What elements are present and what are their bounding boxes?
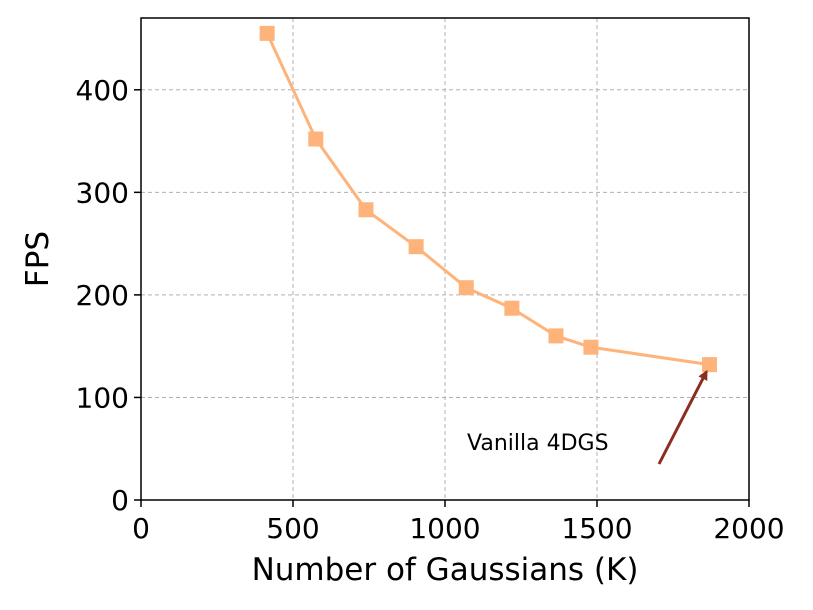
data-point <box>259 25 275 41</box>
y-tick-label: 300 <box>76 176 129 209</box>
x-tick-label: 1000 <box>409 512 480 545</box>
x-tick-label: 0 <box>132 512 150 545</box>
data-point <box>583 339 599 355</box>
annotation-label: Vanilla 4DGS <box>467 431 609 456</box>
x-tick-label: 500 <box>266 512 319 545</box>
y-tick-label: 400 <box>76 74 129 107</box>
data-point <box>504 300 520 316</box>
data-point <box>358 202 374 218</box>
x-tick-label: 1500 <box>561 512 632 545</box>
y-axis-label: FPS <box>20 231 56 287</box>
annotation: Vanilla 4DGS <box>467 369 708 465</box>
data-point <box>701 357 717 373</box>
data-point <box>408 239 424 255</box>
series-line <box>265 32 710 367</box>
grid <box>141 18 749 500</box>
x-tick-label: 2000 <box>713 512 784 545</box>
data-point <box>458 280 474 296</box>
y-tick-label: 200 <box>76 279 129 312</box>
plot-frame <box>140 17 750 501</box>
x-axis-label: Number of Gaussians (K) <box>252 552 639 588</box>
data-point <box>308 131 324 147</box>
data-point <box>548 328 564 344</box>
annotation-arrow <box>657 369 708 465</box>
y-tick-label: 100 <box>76 381 129 414</box>
data-series <box>259 25 717 373</box>
axes: 0 500 1000 1500 2000 0 100 200 300 400 <box>76 17 785 545</box>
y-tick-label: 0 <box>111 484 129 517</box>
